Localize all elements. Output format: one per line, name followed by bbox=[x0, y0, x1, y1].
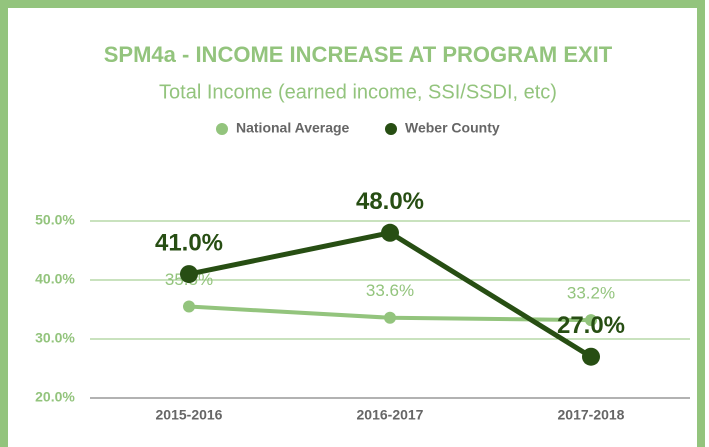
data-point bbox=[585, 314, 597, 327]
data-label: 27.0% bbox=[557, 312, 625, 339]
data-label: 33.2% bbox=[567, 284, 615, 303]
x-tick-label: 2016-2017 bbox=[357, 407, 424, 423]
data-point bbox=[183, 300, 195, 313]
y-tick-label: 50.0% bbox=[35, 212, 75, 228]
data-label: 41.0% bbox=[155, 229, 223, 256]
x-tick-label: 2017-2018 bbox=[558, 407, 625, 423]
chart-subtitle: Total Income (earned income, SSI/SSDI, e… bbox=[159, 81, 557, 103]
legend-marker bbox=[216, 123, 228, 135]
data-point bbox=[582, 347, 600, 366]
legend-label: National Average bbox=[236, 120, 350, 136]
legend-label: Weber County bbox=[405, 120, 500, 136]
legend-marker bbox=[385, 123, 397, 135]
x-tick-label: 2015-2016 bbox=[156, 407, 223, 423]
y-tick-label: 40.0% bbox=[35, 271, 75, 287]
chart-title: SPM4a - INCOME INCREASE AT PROGRAM EXIT bbox=[104, 42, 613, 67]
y-tick-label: 30.0% bbox=[35, 330, 75, 346]
data-point bbox=[381, 223, 399, 242]
data-label: 48.0% bbox=[356, 188, 424, 215]
y-tick-label: 20.0% bbox=[35, 389, 75, 405]
data-label: 33.6% bbox=[366, 281, 414, 300]
data-point bbox=[180, 265, 198, 284]
data-point bbox=[384, 311, 396, 324]
